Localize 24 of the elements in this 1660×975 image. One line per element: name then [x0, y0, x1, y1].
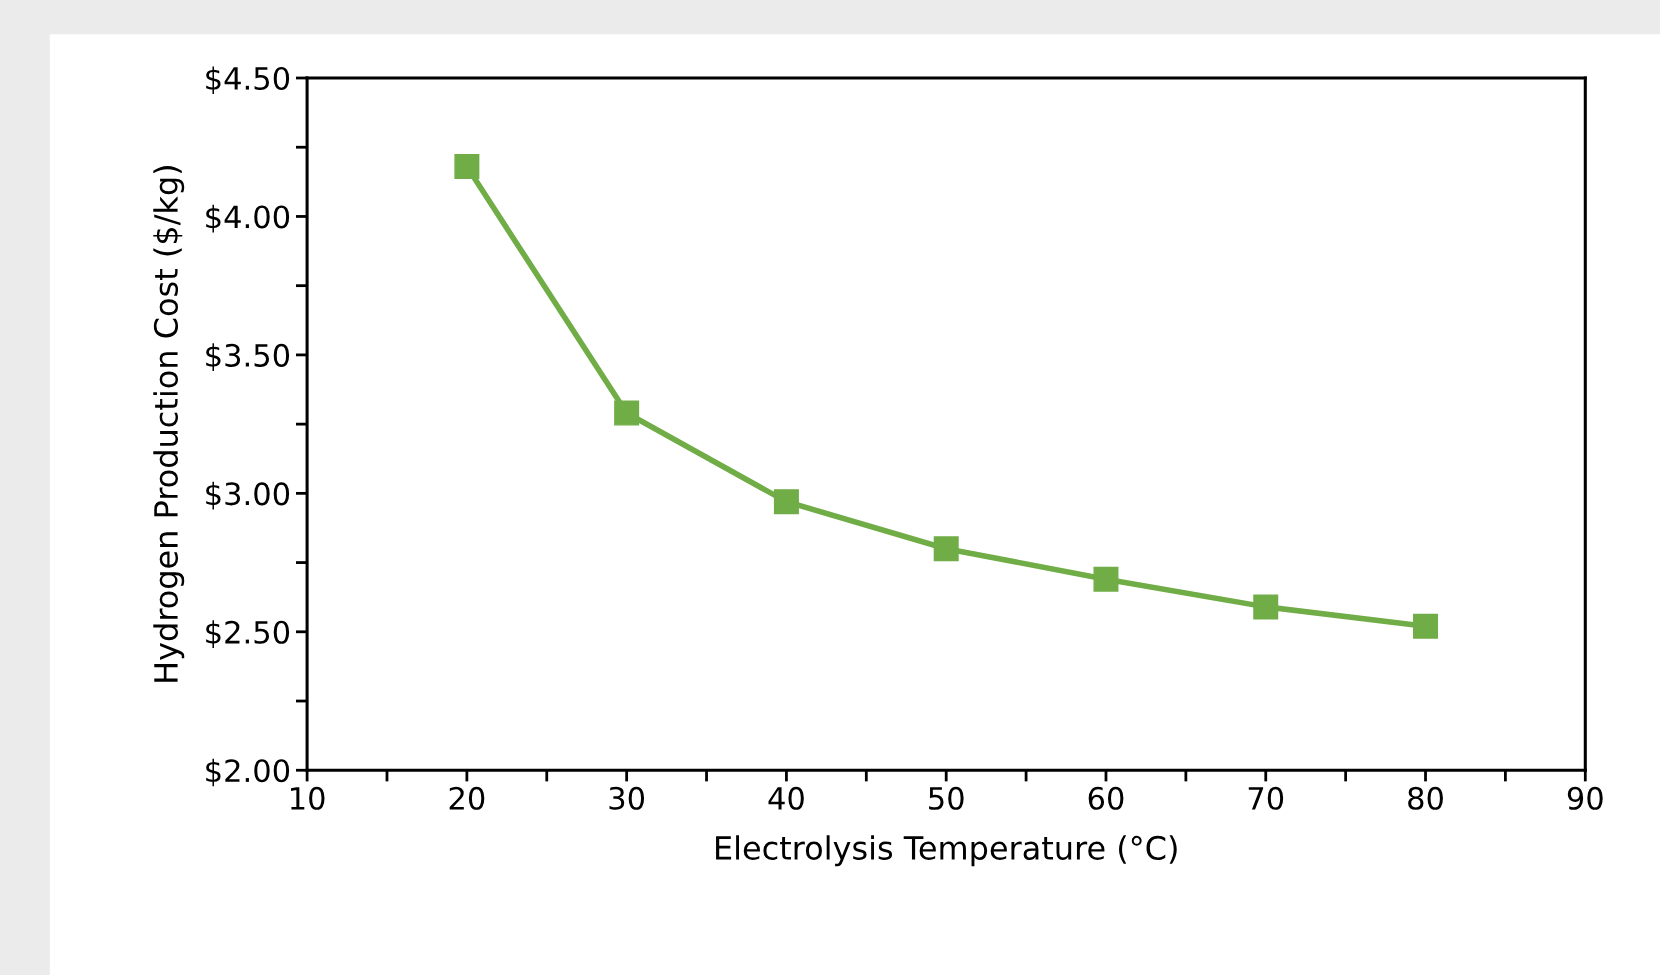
x-tick-label: 10: [291, 786, 325, 810]
point: [1253, 594, 1279, 620]
point: [1093, 566, 1119, 592]
x-tick-label: 90: [1567, 786, 1603, 810]
y-tick-label: $2.50: [206, 620, 290, 648]
x-axis-title: Electrolysis Temperature (°C): [716, 835, 1177, 867]
x-tick-label: 20: [449, 786, 485, 810]
x-tick-label: 50: [929, 786, 964, 810]
point: [1413, 613, 1439, 639]
x-tick-label: 60: [1088, 786, 1124, 810]
y-tick-label: $4.50: [206, 66, 290, 95]
x-tick-label: 80: [1408, 786, 1443, 810]
x-tick-label: 40: [768, 786, 804, 810]
point: [454, 154, 480, 180]
point: [933, 536, 959, 562]
y-tick-label: $3.50: [206, 343, 290, 371]
point: [773, 489, 799, 515]
x-tick-label: 30: [609, 786, 645, 810]
y-tick-label: $4.00: [206, 204, 290, 233]
point: [614, 400, 640, 426]
y-tick-label: $3.00: [206, 481, 290, 510]
y-axis-title: Hydrogen Production Cost ($/kg): [153, 166, 185, 682]
y-tick-label: $2.00: [206, 758, 290, 787]
x-tick-label: 70: [1248, 786, 1284, 810]
